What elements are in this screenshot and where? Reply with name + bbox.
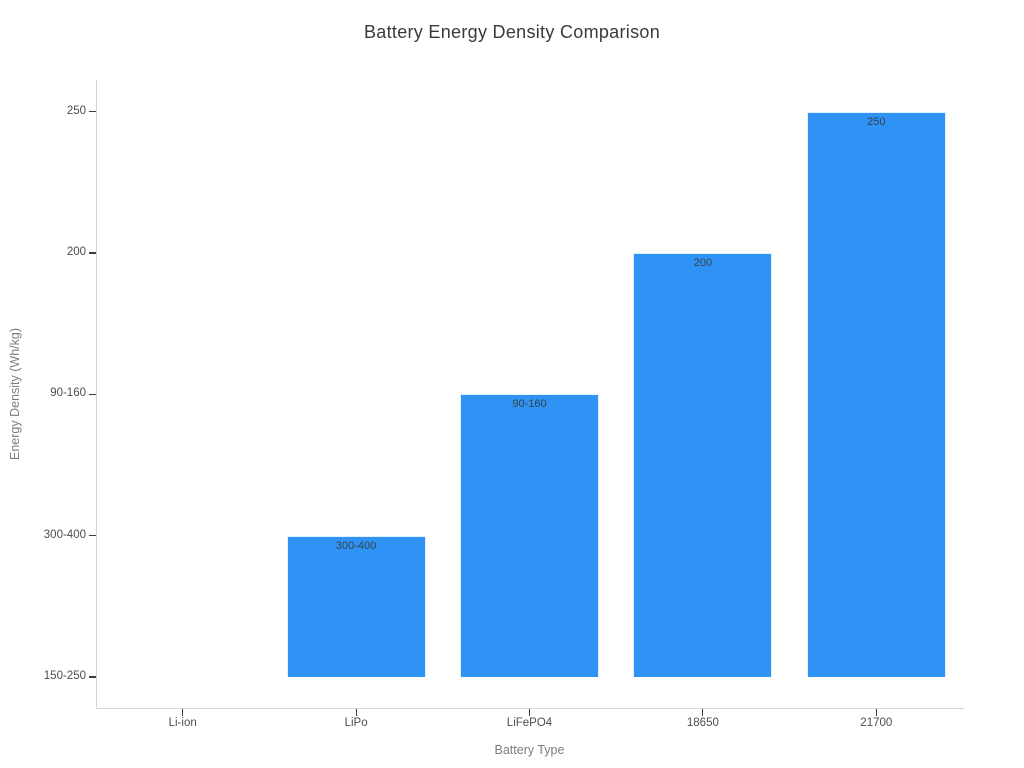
- x-axis-tick-mark: [355, 709, 357, 716]
- x-tick-label: LiFePO4: [506, 717, 553, 729]
- bar-value-label: 300-400: [335, 539, 377, 552]
- y-axis-tick-mark: [89, 535, 96, 537]
- bar-21700: [806, 111, 946, 677]
- y-tick-label: 90-160: [50, 387, 86, 400]
- x-axis-tick-mark: [528, 709, 531, 716]
- bar-18650: [633, 252, 773, 677]
- x-tick-label: LiPo: [344, 717, 368, 729]
- x-axis-tick-mark: [875, 709, 877, 716]
- x-tick-label: 21700: [860, 717, 893, 729]
- bar-value-label: 90-160: [512, 398, 547, 411]
- x-axis-tick-mark: [702, 709, 704, 716]
- y-axis-tick-mark: [89, 393, 96, 395]
- bar-lifepo4: [460, 394, 599, 677]
- y-axis-tick-mark: [89, 111, 96, 113]
- y-tick-label: 150-250: [43, 670, 86, 682]
- plot-area: [96, 80, 964, 709]
- x-tick-label: 18650: [686, 717, 719, 729]
- y-axis-tick-mark: [89, 252, 96, 254]
- x-axis-tick-mark: [182, 709, 184, 716]
- y-axis-tick-mark: [89, 676, 96, 678]
- y-tick-label: 250: [66, 104, 86, 117]
- bar-value-label: 250: [867, 115, 886, 128]
- bar-value-label: 200: [693, 256, 713, 269]
- y-tick-label: 300-400: [43, 528, 86, 541]
- bar-lipo: [286, 535, 426, 677]
- y-tick-label: 200: [66, 245, 86, 258]
- chart-title: Battery Energy Density Comparison: [363, 22, 661, 42]
- x-axis-title: Battery Type: [494, 743, 565, 757]
- x-tick-label: Li-ion: [168, 717, 197, 729]
